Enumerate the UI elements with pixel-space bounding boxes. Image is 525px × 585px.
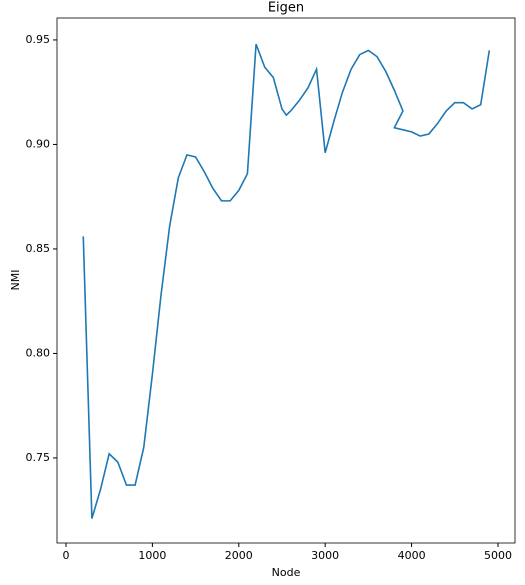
- y-tick-label: 0.80: [26, 346, 51, 359]
- x-tick-label: 2000: [225, 549, 253, 562]
- x-tick-label: 5000: [484, 549, 512, 562]
- y-axis-label: NMI: [9, 270, 22, 291]
- y-tick-label: 0.75: [26, 451, 51, 464]
- x-tick-label: 1000: [138, 549, 166, 562]
- x-tick-label: 0: [62, 549, 69, 562]
- y-tick-label: 0.90: [26, 137, 51, 150]
- y-tick-label: 0.85: [26, 242, 51, 255]
- plot-frame: [56, 17, 516, 544]
- x-axis-label: Node: [272, 566, 301, 579]
- y-tick-label: 0.95: [26, 33, 51, 46]
- x-tick-label: 4000: [398, 549, 426, 562]
- data-line: [82, 43, 491, 519]
- chart-title: Eigen: [268, 1, 304, 16]
- x-tick-label: 3000: [311, 549, 339, 562]
